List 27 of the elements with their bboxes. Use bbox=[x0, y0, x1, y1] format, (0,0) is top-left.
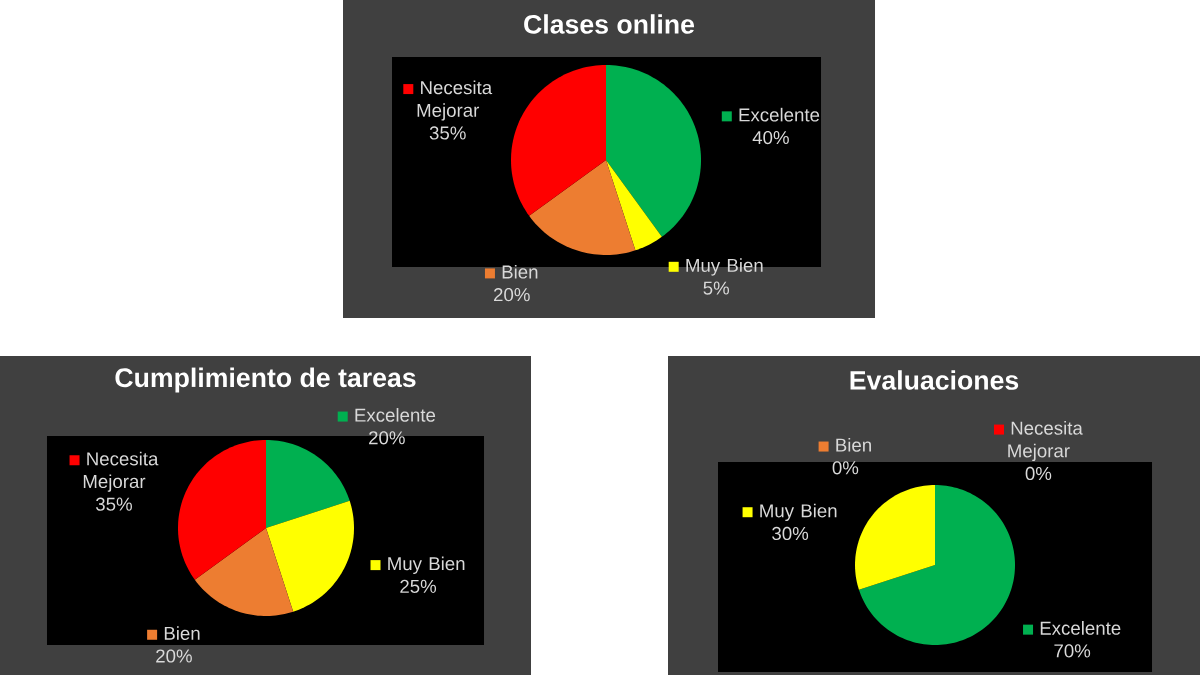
text: 0% bbox=[1025, 466, 1052, 481]
chart-title: Cumplimiento de tareas bbox=[115, 367, 416, 393]
chart-title: Evaluaciones bbox=[850, 370, 1019, 390]
legend-label: Bien bbox=[502, 264, 538, 279]
legend-label: Muy Bien bbox=[388, 556, 465, 574]
legend-label: Bien bbox=[164, 626, 200, 640]
legend-label: Muy Bien bbox=[686, 258, 763, 276]
data-label: 25% bbox=[400, 579, 437, 593]
legend-label: Bien bbox=[836, 438, 871, 452]
data-label: 70% bbox=[1054, 644, 1091, 658]
legend-label: Necesita Mejorar bbox=[417, 80, 493, 121]
legend-label: Necesita Mejorar bbox=[83, 451, 159, 492]
data-label: 20% bbox=[494, 288, 530, 302]
data-label: 20% bbox=[369, 431, 405, 445]
data-label: 30% bbox=[772, 526, 809, 541]
legend-label: Necesita Mejorar bbox=[1008, 421, 1083, 462]
legend-label: Excelente bbox=[1040, 621, 1121, 635]
data-label: 5% bbox=[703, 281, 730, 295]
legend-label: Muy Bien bbox=[760, 503, 837, 522]
legend-label: Excelente bbox=[355, 408, 436, 422]
text: 0% bbox=[832, 461, 859, 475]
data-label: 35% bbox=[429, 126, 466, 140]
data-label: 20% bbox=[156, 649, 192, 663]
data-label: 35% bbox=[95, 497, 132, 511]
chart-title: Clases online bbox=[524, 14, 695, 34]
legend-label: Excelente bbox=[739, 107, 820, 122]
data-label: 40% bbox=[752, 130, 789, 145]
